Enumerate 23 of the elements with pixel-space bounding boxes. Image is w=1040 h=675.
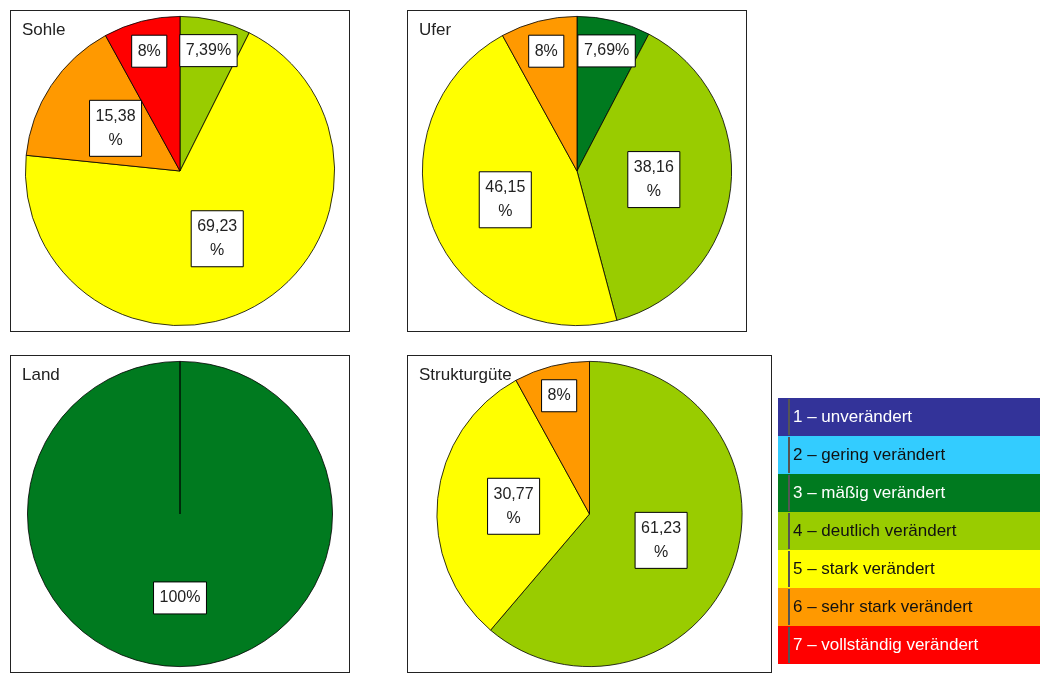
legend-label: 4 – deutlich verändert bbox=[793, 521, 957, 540]
data-label: 69,23 % bbox=[197, 217, 238, 259]
data-label: 38,16 % bbox=[633, 157, 674, 199]
data-label: 61,23 % bbox=[641, 518, 682, 560]
legend-label: 6 – sehr stark verändert bbox=[793, 597, 973, 616]
data-label: 8% bbox=[534, 41, 558, 59]
legend-label: 7 – vollständig verändert bbox=[793, 635, 979, 654]
chart-title: Ufer bbox=[419, 20, 452, 40]
data-label: 46,15 % bbox=[485, 178, 526, 220]
data-label: 7,39% bbox=[185, 41, 232, 59]
legend-label: 3 – mäßig verändert bbox=[793, 483, 946, 502]
legend-label: 5 – stark verändert bbox=[793, 559, 935, 578]
legend-label: 2 – gering verändert bbox=[793, 445, 946, 464]
data-label: 100% bbox=[159, 588, 201, 606]
data-label: 8% bbox=[137, 41, 161, 59]
legend-label: 1 – unverändert bbox=[793, 407, 913, 426]
chart-title: Land bbox=[22, 365, 60, 385]
chart-title: Strukturgüte bbox=[419, 365, 512, 385]
data-label: 7,69% bbox=[583, 41, 630, 59]
data-label: 30,77 % bbox=[493, 484, 534, 526]
data-label: 15,38 % bbox=[95, 106, 136, 148]
chart-title: Sohle bbox=[22, 20, 66, 40]
data-label: 8% bbox=[547, 386, 571, 404]
